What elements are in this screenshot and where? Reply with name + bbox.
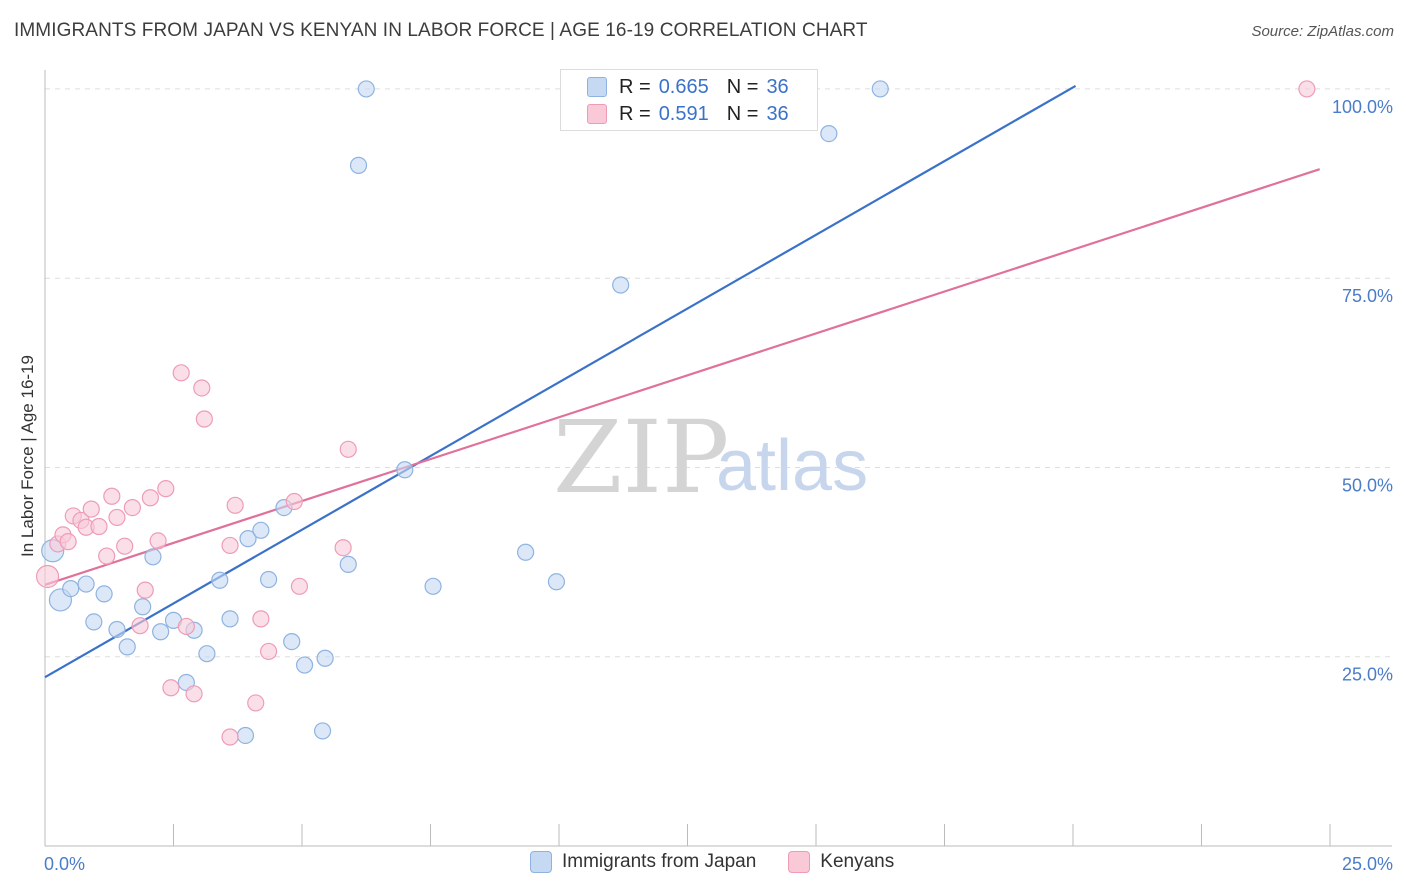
point-kenyans — [35, 564, 60, 589]
y-tick-label: 50.0% — [1342, 475, 1393, 495]
point-japan — [424, 577, 442, 595]
point-japan — [85, 613, 103, 631]
point-japan — [152, 623, 170, 641]
legend-n-value: 36 — [766, 102, 789, 125]
grid-lines — [45, 88, 1392, 658]
point-japan — [252, 521, 270, 539]
point-japan — [612, 276, 630, 294]
x-tick-min: 0.0% — [44, 854, 85, 874]
point-japan — [547, 573, 566, 591]
watermark-zip: ZIP — [553, 399, 729, 516]
point-kenyans — [90, 517, 108, 536]
point-kenyans — [172, 364, 190, 382]
point-kenyans — [177, 617, 195, 636]
y-tick-labels: 25.0% 50.0% 75.0% 100.0% — [1332, 97, 1393, 685]
point-kenyans — [221, 728, 239, 746]
point-japan — [118, 638, 136, 656]
point-japan — [871, 80, 889, 98]
legend-label-kenyans: Kenyans — [820, 851, 895, 872]
point-kenyans — [136, 581, 154, 599]
point-japan — [236, 726, 255, 745]
point-japan — [349, 156, 368, 174]
point-japan — [516, 543, 535, 561]
point-kenyans — [193, 379, 211, 397]
point-kenyans — [59, 533, 77, 551]
legend-item-japan: Immigrants from Japan — [530, 851, 756, 873]
y-axis-label: In Labor Force | Age 16-19 — [18, 355, 37, 557]
point-japan — [134, 598, 152, 616]
legend-swatch-blue — [587, 77, 607, 97]
legend-swatch-blue — [530, 851, 552, 873]
x-tick-max: 25.0% — [1342, 854, 1393, 874]
point-kenyans — [226, 496, 244, 514]
legend-n-value: 36 — [766, 75, 789, 98]
legend-r-value: 0.665 — [658, 75, 709, 98]
y-tick-label: 25.0% — [1342, 665, 1393, 685]
trend-line-kenyans — [44, 168, 1321, 586]
point-kenyans — [290, 577, 309, 595]
point-japan — [239, 530, 257, 548]
point-japan — [295, 656, 314, 674]
point-japan — [357, 80, 375, 98]
legend-r-label: R = — [619, 75, 651, 98]
legend-n-label: N = — [726, 102, 759, 125]
y-tick-label: 75.0% — [1342, 286, 1393, 306]
point-kenyans — [123, 498, 141, 517]
point-japan — [198, 645, 216, 663]
point-japan — [396, 461, 414, 479]
point-japan — [95, 585, 113, 603]
point-kenyans — [116, 537, 134, 555]
point-kenyans — [195, 410, 213, 428]
y-tick-label: 100.0% — [1332, 97, 1393, 117]
legend-swatch-pink — [788, 851, 811, 873]
watermark-atlas: atlas — [716, 426, 868, 506]
point-kenyans — [1298, 80, 1316, 98]
point-kenyans — [103, 487, 121, 505]
point-kenyans — [285, 492, 303, 511]
point-japan — [77, 575, 95, 593]
point-kenyans — [108, 508, 126, 527]
axes — [44, 70, 1392, 847]
point-kenyans — [252, 610, 270, 628]
point-kenyans — [334, 539, 352, 557]
point-kenyans — [141, 489, 159, 507]
legend-swatch-pink — [587, 104, 607, 124]
point-japan — [108, 620, 126, 639]
legend-row-kenyans: R = 0.591 N = 36 — [587, 102, 789, 126]
point-japan — [339, 555, 357, 573]
point-japan — [62, 579, 80, 598]
point-japan — [221, 610, 239, 628]
point-japan — [211, 571, 229, 589]
point-kenyans — [259, 642, 278, 661]
point-japan — [259, 570, 278, 589]
point-kenyans — [157, 480, 175, 498]
point-kenyans — [185, 685, 203, 703]
point-kenyans — [149, 532, 167, 550]
point-kenyans — [98, 547, 116, 565]
point-kenyans — [131, 617, 149, 635]
data-points — [35, 80, 1316, 746]
source-label: Source: ZipAtlas.com — [1251, 23, 1394, 40]
legend-r-label: R = — [619, 102, 651, 125]
point-kenyans — [82, 500, 100, 518]
legend-n-label: N = — [726, 75, 759, 98]
legend-r-value: 0.591 — [658, 102, 709, 125]
point-kenyans — [221, 536, 239, 555]
point-kenyans — [339, 440, 357, 458]
point-kenyans — [162, 679, 180, 697]
point-japan — [316, 649, 334, 667]
trend-lines — [44, 84, 1321, 679]
legend-item-kenyans: Kenyans — [788, 851, 894, 873]
point-kenyans — [247, 694, 265, 712]
chart-title: IMMIGRANTS FROM JAPAN VS KENYAN IN LABOR… — [14, 20, 868, 41]
legend-row-japan: R = 0.665 N = 36 — [587, 75, 789, 99]
point-japan — [283, 632, 301, 651]
correlation-legend: R = 0.665 N = 36 R = 0.591 N = 36 — [560, 69, 818, 131]
point-japan — [313, 722, 332, 740]
point-japan — [144, 548, 162, 566]
legend-label-japan: Immigrants from Japan — [562, 851, 757, 872]
series-legend: Immigrants from Japan Kenyans — [530, 851, 926, 873]
point-japan — [820, 124, 838, 143]
